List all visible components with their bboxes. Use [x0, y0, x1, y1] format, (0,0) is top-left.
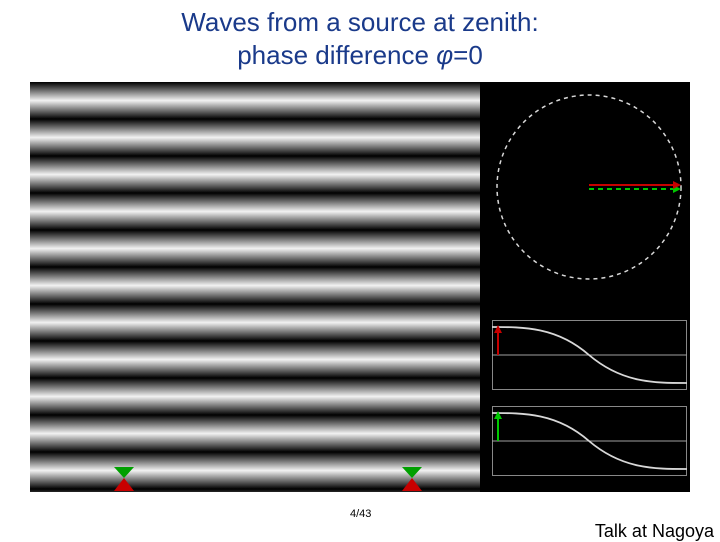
- title-line-2: phase difference φ=0: [0, 39, 720, 72]
- footer-text: Talk at Nagoya: [595, 521, 714, 542]
- wave-stripes: [30, 82, 480, 492]
- sine-panel-green: [492, 406, 687, 476]
- title-line-2-suffix: =0: [453, 40, 483, 70]
- slide-number: 4/43: [350, 508, 371, 520]
- slide-title: Waves from a source at zenith: phase dif…: [0, 0, 720, 75]
- antenna-right-icon: [400, 466, 424, 492]
- title-line-1: Waves from a source at zenith:: [0, 6, 720, 39]
- antenna-left-icon: [112, 466, 136, 492]
- title-line-2-prefix: phase difference: [237, 40, 436, 70]
- phi-symbol: φ: [436, 40, 453, 70]
- phasor-diagram: [492, 88, 687, 286]
- sine-panel-red: [492, 320, 687, 390]
- figure-area: [30, 82, 690, 492]
